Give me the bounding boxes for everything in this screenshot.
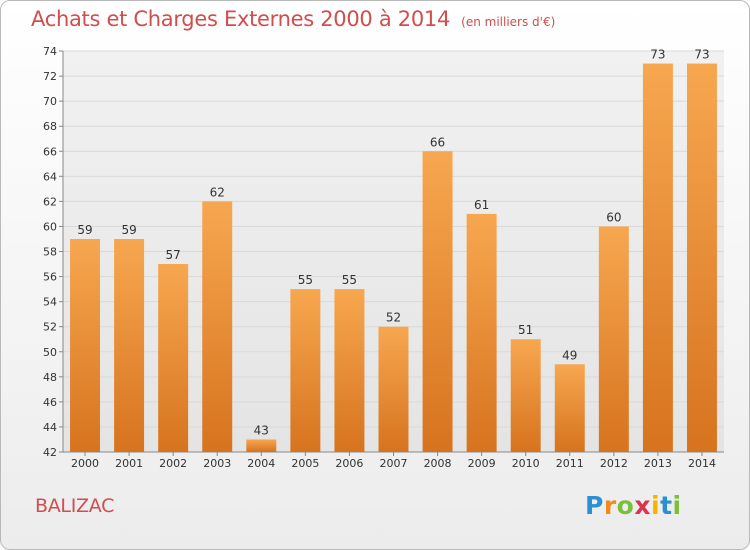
y-tick-label: 70: [43, 95, 57, 108]
y-tick-label: 46: [43, 396, 57, 409]
data-label: 73: [650, 48, 665, 62]
x-tick-label: 2000: [71, 457, 99, 470]
logo-letter: i: [651, 491, 661, 520]
y-tick-label: 60: [43, 220, 57, 233]
bar: [334, 289, 365, 452]
x-tick-label: 2009: [468, 457, 496, 470]
data-label: 59: [77, 223, 92, 237]
bar: [158, 264, 189, 452]
logo-letter: P: [585, 491, 604, 520]
y-tick-label: 54: [43, 296, 57, 309]
y-tick-label: 42: [43, 446, 57, 459]
y-tick-label: 72: [43, 70, 57, 83]
chart-subtitle: (en milliers d'€): [461, 15, 556, 29]
logo-letter: i: [672, 491, 682, 520]
logo-letter: o: [616, 491, 635, 520]
data-label: 61: [474, 198, 489, 212]
bar: [642, 63, 673, 452]
y-tick-label: 50: [43, 346, 57, 359]
bar: [70, 238, 101, 452]
bar: [114, 238, 145, 452]
x-tick-label: 2002: [159, 457, 187, 470]
chart-title: Achats et Charges Externes 2000 à 2014: [31, 7, 451, 31]
x-tick-label: 2013: [644, 457, 672, 470]
data-label: 43: [254, 423, 269, 437]
logo-letter: x: [634, 491, 651, 520]
logo-letter: t: [660, 491, 673, 520]
y-tick-label: 62: [43, 195, 57, 208]
data-label: 57: [166, 248, 181, 262]
x-tick-label: 2014: [688, 457, 716, 470]
data-label: 55: [342, 273, 357, 287]
x-tick-label: 2001: [115, 457, 143, 470]
x-tick-label: 2006: [335, 457, 363, 470]
y-tick-label: 64: [43, 170, 57, 183]
bar: [202, 201, 233, 452]
bar: [422, 151, 453, 452]
x-tick-label: 2003: [203, 457, 231, 470]
y-tick-label: 48: [43, 371, 57, 384]
x-tick-label: 2004: [247, 457, 275, 470]
bar: [466, 213, 497, 452]
bar: [378, 326, 409, 452]
bar: [554, 364, 585, 452]
y-tick-label: 52: [43, 321, 57, 334]
x-tick-label: 2011: [556, 457, 584, 470]
bar: [246, 439, 277, 452]
x-tick-label: 2012: [600, 457, 628, 470]
y-tick-label: 66: [43, 145, 57, 158]
y-tick-label: 56: [43, 271, 57, 284]
data-label: 55: [298, 273, 313, 287]
data-label: 66: [430, 135, 445, 149]
x-tick-label: 2005: [291, 457, 319, 470]
bar: [290, 289, 321, 452]
y-tick-label: 44: [43, 421, 57, 434]
y-tick-label: 74: [43, 45, 57, 58]
x-tick-label: 2007: [380, 457, 408, 470]
commune-name: BALIZAC: [35, 495, 115, 517]
data-label: 73: [694, 48, 709, 62]
bar: [598, 226, 629, 452]
logo-letter: r: [603, 491, 617, 520]
bar: [510, 339, 541, 452]
data-label: 51: [518, 323, 533, 337]
data-label: 60: [606, 210, 621, 224]
data-label: 62: [210, 185, 225, 199]
y-tick-label: 58: [43, 246, 57, 259]
axis-layer: 42 44 46 48 50 52 54 56 58 60 62 64 66 68 70 72 74 2000 20…: [43, 45, 724, 470]
bars-layer: 59 59 57 62 43 55 55 52 66 61 51 49 60 73 73: [70, 48, 717, 452]
proxiti-logo: Proxiti: [585, 491, 682, 520]
data-label: 52: [386, 311, 401, 325]
bar: [686, 63, 717, 452]
y-tick-label: 68: [43, 120, 57, 133]
x-tick-label: 2008: [424, 457, 452, 470]
x-tick-label: 2010: [512, 457, 540, 470]
data-label: 49: [562, 348, 577, 362]
data-label: 59: [121, 223, 136, 237]
chart-title-row: Achats et Charges Externes 2000 à 2014 (…: [31, 7, 555, 31]
